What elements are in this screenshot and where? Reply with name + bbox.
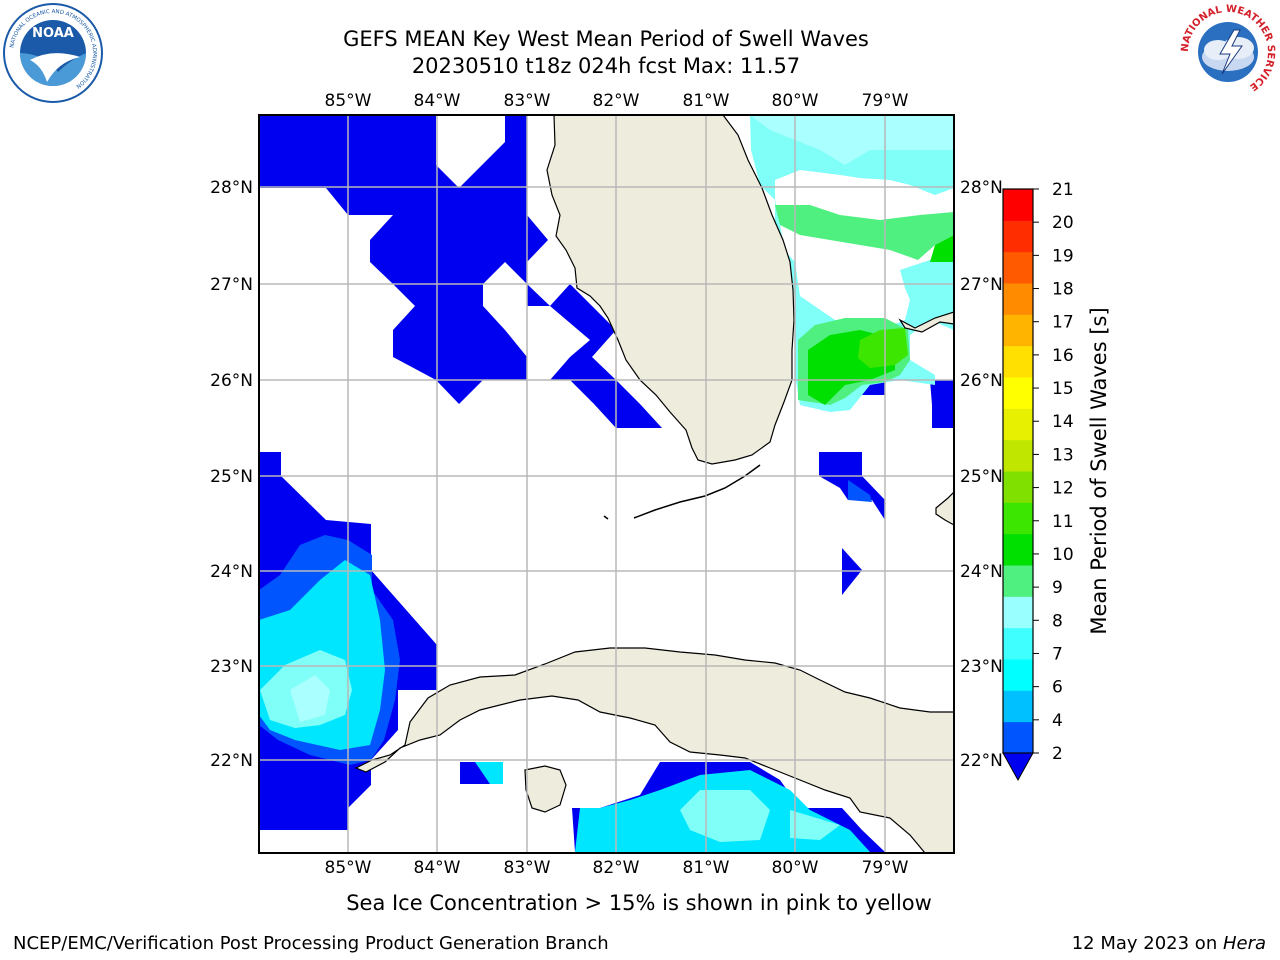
lon-label: 80°W (772, 91, 819, 111)
lon-label: 80°W (772, 858, 819, 878)
lon-label: 81°W (683, 91, 730, 111)
map-content (259, 115, 954, 853)
lat-label: 27°N (210, 275, 253, 295)
footer-machine: Hera (1222, 933, 1266, 954)
lat-labels-right: 28°N 27°N 26°N 25°N 24°N 23°N 22°N (960, 178, 1003, 771)
lon-label: 85°W (325, 858, 372, 878)
graticule (259, 115, 954, 853)
lon-label: 84°W (414, 91, 461, 111)
lon-label: 79°W (862, 91, 909, 111)
colorbar-cell (1003, 189, 1033, 221)
map-frame (258, 114, 955, 854)
bahamas-coast (898, 311, 954, 526)
colorbar-tick-label: 6 (1052, 678, 1063, 698)
lat-label: 24°N (210, 562, 253, 582)
lat-label: 26°N (210, 371, 253, 391)
lon-label: 84°W (414, 858, 461, 878)
florida-landmass (546, 115, 795, 465)
map-subtitle: 20230510 t18z 024h fcst Max: 11.57 (411, 54, 801, 78)
lon-label: 83°W (504, 858, 551, 878)
colorbar-cell (1003, 596, 1033, 629)
footer-branch: NCEP/EMC/Verification Post Processing Pr… (13, 933, 609, 954)
isla-juventud (524, 765, 567, 813)
colorbar: 2 4 6 7 8 9 10 11 12 13 14 15 16 17 18 19 20 21 Mean Peri… (1002, 180, 1111, 782)
lat-label: 25°N (210, 467, 253, 487)
colorbar-under-triangle (1002, 752, 1034, 782)
colorbar-tick-label: 9 (1052, 578, 1063, 598)
lat-label: 22°N (210, 751, 253, 771)
colorbar-tick-label: 19 (1052, 246, 1074, 266)
colorbar-cell (1003, 533, 1033, 566)
cuba-landmass (354, 647, 954, 853)
swell-11-12s (858, 328, 908, 368)
lon-label: 82°W (593, 91, 640, 111)
lat-label: 28°N (210, 178, 253, 198)
colorbar-tick-label: 2 (1052, 744, 1063, 764)
lat-label: 25°N (960, 467, 1003, 487)
colorbar-cell (1003, 565, 1033, 597)
lat-label: 22°N (960, 751, 1003, 771)
lon-label: 81°W (683, 858, 730, 878)
colorbar-tick-label: 15 (1052, 379, 1074, 399)
colorbar-cell (1003, 314, 1033, 347)
noaa-logo: NOAA NATIONAL OCEANIC AND ATMOSPHERIC AD… (3, 3, 103, 103)
colorbar-cell (1003, 471, 1033, 503)
noaa-logo-text: NOAA (32, 26, 74, 41)
lat-label: 27°N (960, 275, 1003, 295)
colorbar-tick-label: 21 (1052, 180, 1074, 200)
lon-label: 85°W (325, 91, 372, 111)
swell-8-9s (290, 115, 954, 722)
colorbar-cell (1003, 283, 1033, 315)
colorbar-tick-label: 20 (1052, 213, 1074, 233)
sea-ice-note: Sea Ice Concentration > 15% is shown in … (346, 891, 932, 915)
colorbar-tick-label: 17 (1052, 313, 1074, 333)
colorbar-label: Mean Period of Swell Waves [s] (1087, 307, 1111, 634)
colorbar-tick-label: 18 (1052, 280, 1074, 300)
colorbar-tick-label: 10 (1052, 545, 1074, 565)
colorbar-tick-label: 8 (1052, 611, 1063, 631)
colorbar-frame (1002, 188, 1034, 754)
lon-label: 79°W (862, 858, 909, 878)
colorbar-tick-label: 7 (1052, 644, 1063, 664)
colorbar-tick-label: 4 (1052, 711, 1063, 731)
lat-label: 23°N (210, 657, 253, 677)
lat-label: 24°N (960, 562, 1003, 582)
colorbar-cell (1003, 690, 1033, 723)
colorbar-cell (1003, 251, 1033, 284)
colorbar-tick-label: 12 (1052, 479, 1074, 499)
lon-label: 83°W (504, 91, 551, 111)
lon-label: 82°W (593, 858, 640, 878)
footer-date-text: 12 May 2023 on (1071, 933, 1223, 954)
lon-labels-bottom: 85°W 84°W 83°W 82°W 81°W 80°W 79°W (325, 858, 909, 878)
lat-labels-left: 28°N 27°N 26°N 25°N 24°N 23°N 22°N (210, 178, 253, 771)
colorbar-tick-label: 13 (1052, 445, 1074, 465)
colorbar-tick-label: 16 (1052, 346, 1074, 366)
colorbar-tick-label: 14 (1052, 412, 1074, 432)
colorbar-cell (1003, 439, 1033, 472)
lat-label: 23°N (960, 657, 1003, 677)
colorbar-cell (1003, 659, 1033, 691)
colorbar-cell (1003, 721, 1033, 754)
map-title: GEFS MEAN Key West Mean Period of Swell … (343, 27, 869, 51)
colorbar-cell (1003, 627, 1033, 660)
colorbar-cell (1003, 408, 1033, 441)
colorbar-cell (1003, 220, 1033, 253)
footer-date: 12 May 2023 on Hera (1072, 933, 1266, 954)
lon-labels-top: 85°W 84°W 83°W 82°W 81°W 80°W 79°W (325, 91, 909, 111)
colorbar-cell (1003, 345, 1033, 378)
lat-label: 26°N (960, 371, 1003, 391)
lat-label: 28°N (960, 178, 1003, 198)
colorbar-tick-label: 11 (1052, 512, 1074, 532)
nws-logo: NATIONAL WEATHER SERVICE (1180, 4, 1276, 99)
colorbar-cell (1003, 377, 1033, 409)
colorbar-cell (1003, 502, 1033, 535)
